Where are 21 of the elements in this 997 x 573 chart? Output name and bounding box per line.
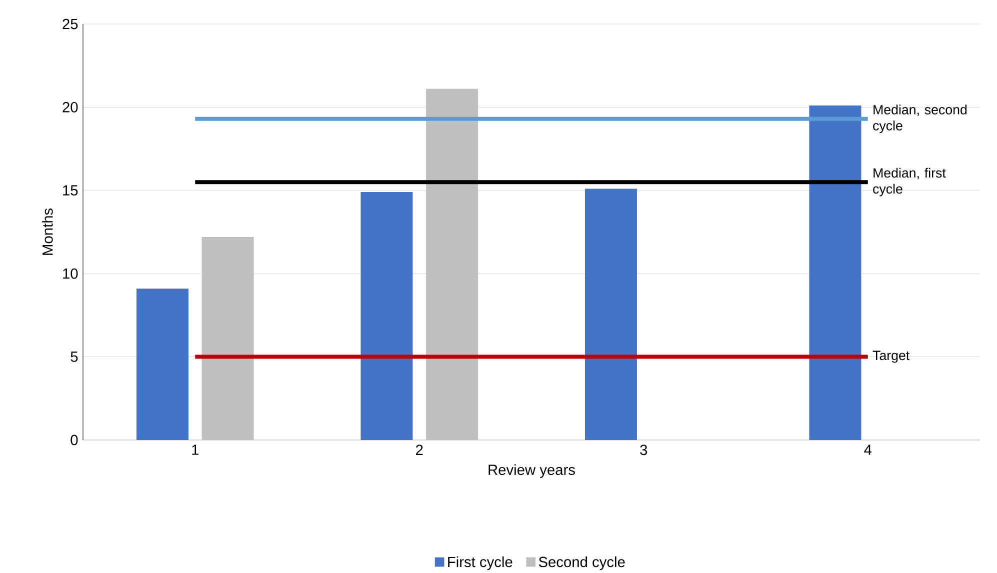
x-tick-label: 4 <box>864 444 872 455</box>
bar <box>809 106 862 440</box>
bar <box>136 288 188 440</box>
y-axis-title: Months <box>42 208 53 255</box>
legend-label: First cycle <box>448 556 512 570</box>
x-tick-label: 2 <box>416 444 423 455</box>
ref-line-label: Target <box>872 350 910 363</box>
ref-line-label: Median, first cycle <box>873 168 946 196</box>
x-tick-label: 1 <box>192 444 198 455</box>
y-tick-label: 15 <box>63 185 78 196</box>
y-tick-label: 25 <box>62 18 78 30</box>
y-tick-label: 20 <box>62 102 78 112</box>
bar <box>584 188 637 440</box>
y-tick-label: 10 <box>63 268 78 279</box>
bar <box>360 192 413 440</box>
y-tick-label: 0 <box>70 434 78 446</box>
y-tick-label: 5 <box>70 352 78 362</box>
x-tick-label: 3 <box>640 444 648 456</box>
x-axis-title: Review years <box>488 464 575 478</box>
legend-label: Second cycle <box>538 556 625 570</box>
ref-line-label: Median, second cycle <box>873 104 967 134</box>
